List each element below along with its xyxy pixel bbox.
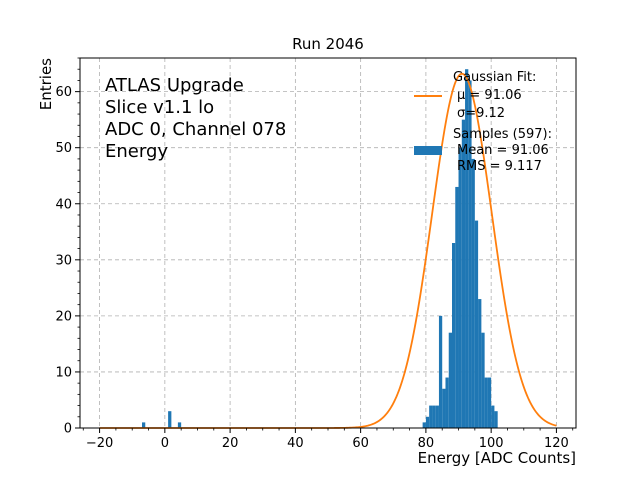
x-tick-label: 40	[287, 436, 304, 451]
histogram-bar	[474, 220, 479, 428]
x-axis-title: Energy [ADC Counts]	[418, 449, 576, 467]
legend: Gaussian Fit: μ = 91.06 σ=9.12 Samples (…	[414, 70, 552, 174]
histogram-bar	[494, 411, 498, 428]
histogram-bar	[461, 119, 466, 429]
x-tick-label: 20	[222, 436, 239, 451]
x-tick-label: 100	[479, 436, 504, 451]
y-axis-ticks: 0 10 20 30 40 50 60	[55, 57, 80, 437]
y-tick-label: 0	[64, 422, 72, 437]
legend-samples-line: Mean = 91.06	[457, 143, 549, 158]
histogram-bar	[465, 69, 469, 428]
chart-title: Run 2046	[292, 35, 364, 53]
histogram-bar	[478, 299, 482, 428]
annotation-line: ADC 0, Channel 078	[105, 119, 286, 140]
histogram-bar	[425, 416, 430, 428]
y-tick-label: 40	[55, 197, 72, 212]
histogram-bar	[455, 186, 459, 428]
y-tick-label: 50	[55, 141, 72, 156]
histogram-bar	[458, 147, 462, 429]
y-tick-label: 30	[55, 253, 72, 268]
histogram-bar	[481, 332, 485, 428]
histogram-bar	[438, 315, 443, 428]
histogram-bar	[435, 405, 439, 428]
histogram-bar	[432, 405, 436, 428]
y-axis-title: Entries	[37, 58, 55, 110]
histogram-bar	[491, 405, 495, 428]
y-tick-label: 10	[55, 365, 72, 380]
histogram-bar	[471, 158, 475, 428]
legend-samples-line: RMS = 9.117	[457, 159, 542, 174]
histogram-bar	[142, 422, 146, 428]
y-tick-label: 60	[55, 85, 72, 100]
histogram-bar	[422, 422, 426, 428]
histogram-bar	[445, 377, 449, 428]
annotation-line: Energy	[105, 141, 168, 162]
annotation-box: ATLAS Upgrade Slice v1.1 lo ADC 0, Chann…	[105, 75, 286, 162]
histogram-bar	[168, 411, 172, 428]
histogram-bar	[442, 388, 446, 428]
annotation-line: Slice v1.1 lo	[105, 97, 214, 118]
legend-fit-line: Gaussian Fit:	[453, 70, 536, 85]
x-tick-label: 0	[161, 436, 169, 451]
histogram-bar	[468, 80, 472, 428]
histogram-bar	[487, 377, 492, 428]
legend-samples-swatch	[414, 146, 442, 155]
legend-fit-line: σ=9.12	[457, 106, 505, 121]
histogram-bar	[429, 405, 433, 428]
x-tick-label: 60	[352, 436, 369, 451]
y-tick-label: 20	[55, 309, 72, 324]
x-axis-ticks: −20 0 20 40 60 80 100 120	[82, 428, 574, 451]
x-tick-label: 80	[418, 436, 435, 451]
histogram-bar	[484, 377, 488, 428]
annotation-line: ATLAS Upgrade	[105, 75, 244, 96]
histogram-bar	[452, 243, 456, 428]
x-tick-label: 120	[544, 436, 569, 451]
x-tick-label: −20	[86, 436, 113, 451]
histogram-bars	[142, 69, 498, 429]
histogram-bar	[177, 422, 182, 428]
histogram-bar	[448, 332, 452, 428]
legend-samples-line: Samples (597):	[453, 127, 552, 142]
legend-fit-line: μ = 91.06	[457, 88, 522, 103]
